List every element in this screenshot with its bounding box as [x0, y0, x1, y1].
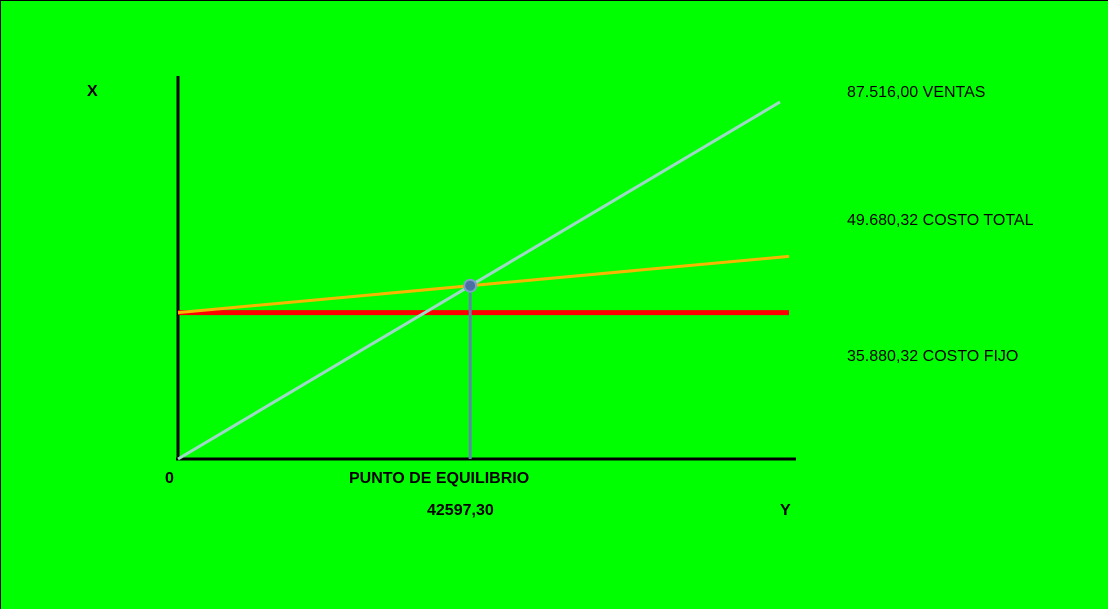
y-axis-letter: X — [87, 83, 98, 100]
series-line-costo-total — [177, 254, 790, 315]
breakeven-label: PUNTO DE EQUILIBRIO — [349, 470, 529, 487]
series-name-costo-fijo: COSTO FIJO — [923, 348, 1019, 365]
series-value-ventas: 87.516,00 — [847, 84, 918, 101]
series-line-ventas — [177, 100, 781, 461]
series-name-ventas: VENTAS — [923, 84, 986, 101]
origin-label: 0 — [165, 470, 174, 487]
series-label-costo-total: 49.680,32 COSTO TOTAL — [847, 212, 1034, 229]
series-name-costo-total: COSTO TOTAL — [923, 212, 1034, 229]
series-label-ventas: 87.516,00 VENTAS — [847, 84, 985, 101]
series-value-costo-fijo: 35.880,32 — [847, 348, 918, 365]
series-label-costo-fijo: 35.880,32 COSTO FIJO — [847, 348, 1018, 365]
breakeven-value: 42597,30 — [427, 502, 494, 519]
x-axis-letter: Y — [780, 502, 791, 519]
breakeven-marker — [463, 278, 478, 293]
series-value-costo-total: 49.680,32 — [847, 212, 918, 229]
